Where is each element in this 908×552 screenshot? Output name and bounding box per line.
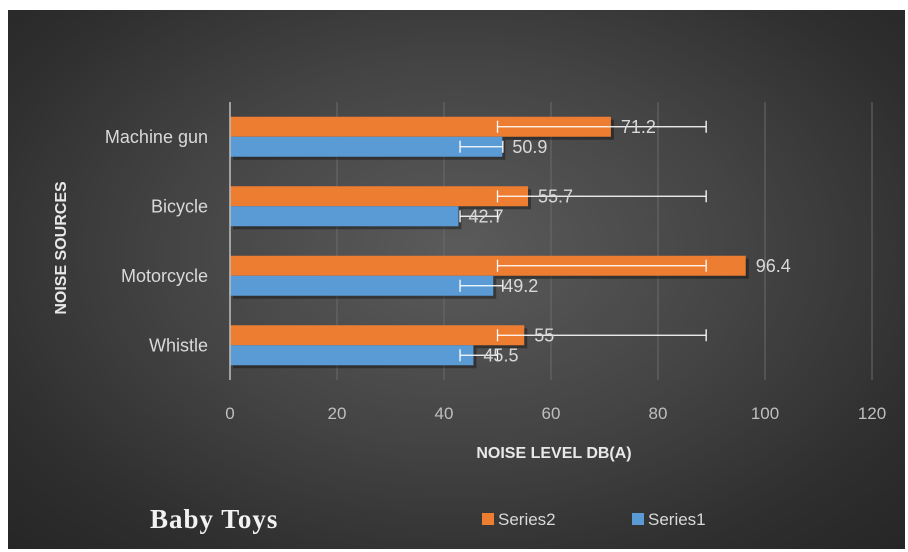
legend: Series2 Series1 — [482, 510, 706, 529]
x-tick-labels: 0 20 40 60 80 100 120 — [225, 404, 886, 423]
series2-data-label: 55 — [534, 325, 554, 345]
series2-bar — [230, 116, 611, 137]
x-axis-title: NOISE LEVEL DB(A) — [476, 445, 631, 462]
x-tick-label: 0 — [225, 404, 234, 423]
series2-data-label: 55.7 — [538, 186, 573, 206]
series1-data-label: 50.9 — [512, 137, 547, 157]
series1-bar — [230, 275, 494, 296]
bars — [230, 116, 749, 369]
series2-bar — [230, 255, 746, 276]
series1-data-label: 49.2 — [503, 276, 538, 296]
series2-data-label: 96.4 — [756, 256, 791, 276]
y-tick-label: Motorcycle — [121, 266, 208, 286]
series2-data-label: 71.2 — [621, 117, 656, 137]
y-axis-title: NOISE SOURCES — [53, 181, 70, 315]
chart-area: 55 45.5 96.4 49.2 55.7 42.7 71.2 50.9 0 20 40 60 80… — [8, 10, 905, 549]
series1-bar — [230, 206, 459, 227]
y-tick-label: Whistle — [149, 335, 208, 355]
y-tick-labels: Whistle Motorcycle Bicycle Machine gun — [105, 127, 208, 356]
y-tick-label: Machine gun — [105, 127, 208, 147]
legend-swatch — [632, 513, 644, 525]
x-tick-label: 40 — [435, 404, 454, 423]
series2-bar — [230, 186, 528, 207]
series1-bar — [230, 345, 474, 366]
y-tick-label: Bicycle — [151, 196, 208, 216]
x-tick-label: 120 — [858, 404, 886, 423]
legend-label: Series2 — [498, 510, 556, 529]
x-tick-label: 60 — [542, 404, 561, 423]
bar-chart: 55 45.5 96.4 49.2 55.7 42.7 71.2 50.9 0 20 40 60 80… — [53, 102, 886, 534]
series1-data-label: 42.7 — [468, 206, 503, 226]
data-labels: 55 45.5 96.4 49.2 55.7 42.7 71.2 50.9 — [468, 117, 790, 366]
series1-bar — [230, 136, 503, 157]
x-tick-label: 100 — [751, 404, 779, 423]
chart-caption: Baby Toys — [150, 504, 278, 534]
series2-bar — [230, 325, 525, 346]
error-bars — [459, 120, 707, 362]
x-tick-label: 80 — [649, 404, 668, 423]
series1-data-label: 45.5 — [483, 345, 518, 365]
x-tick-label: 20 — [328, 404, 347, 423]
legend-label: Series1 — [648, 510, 706, 529]
legend-swatch — [482, 513, 494, 525]
